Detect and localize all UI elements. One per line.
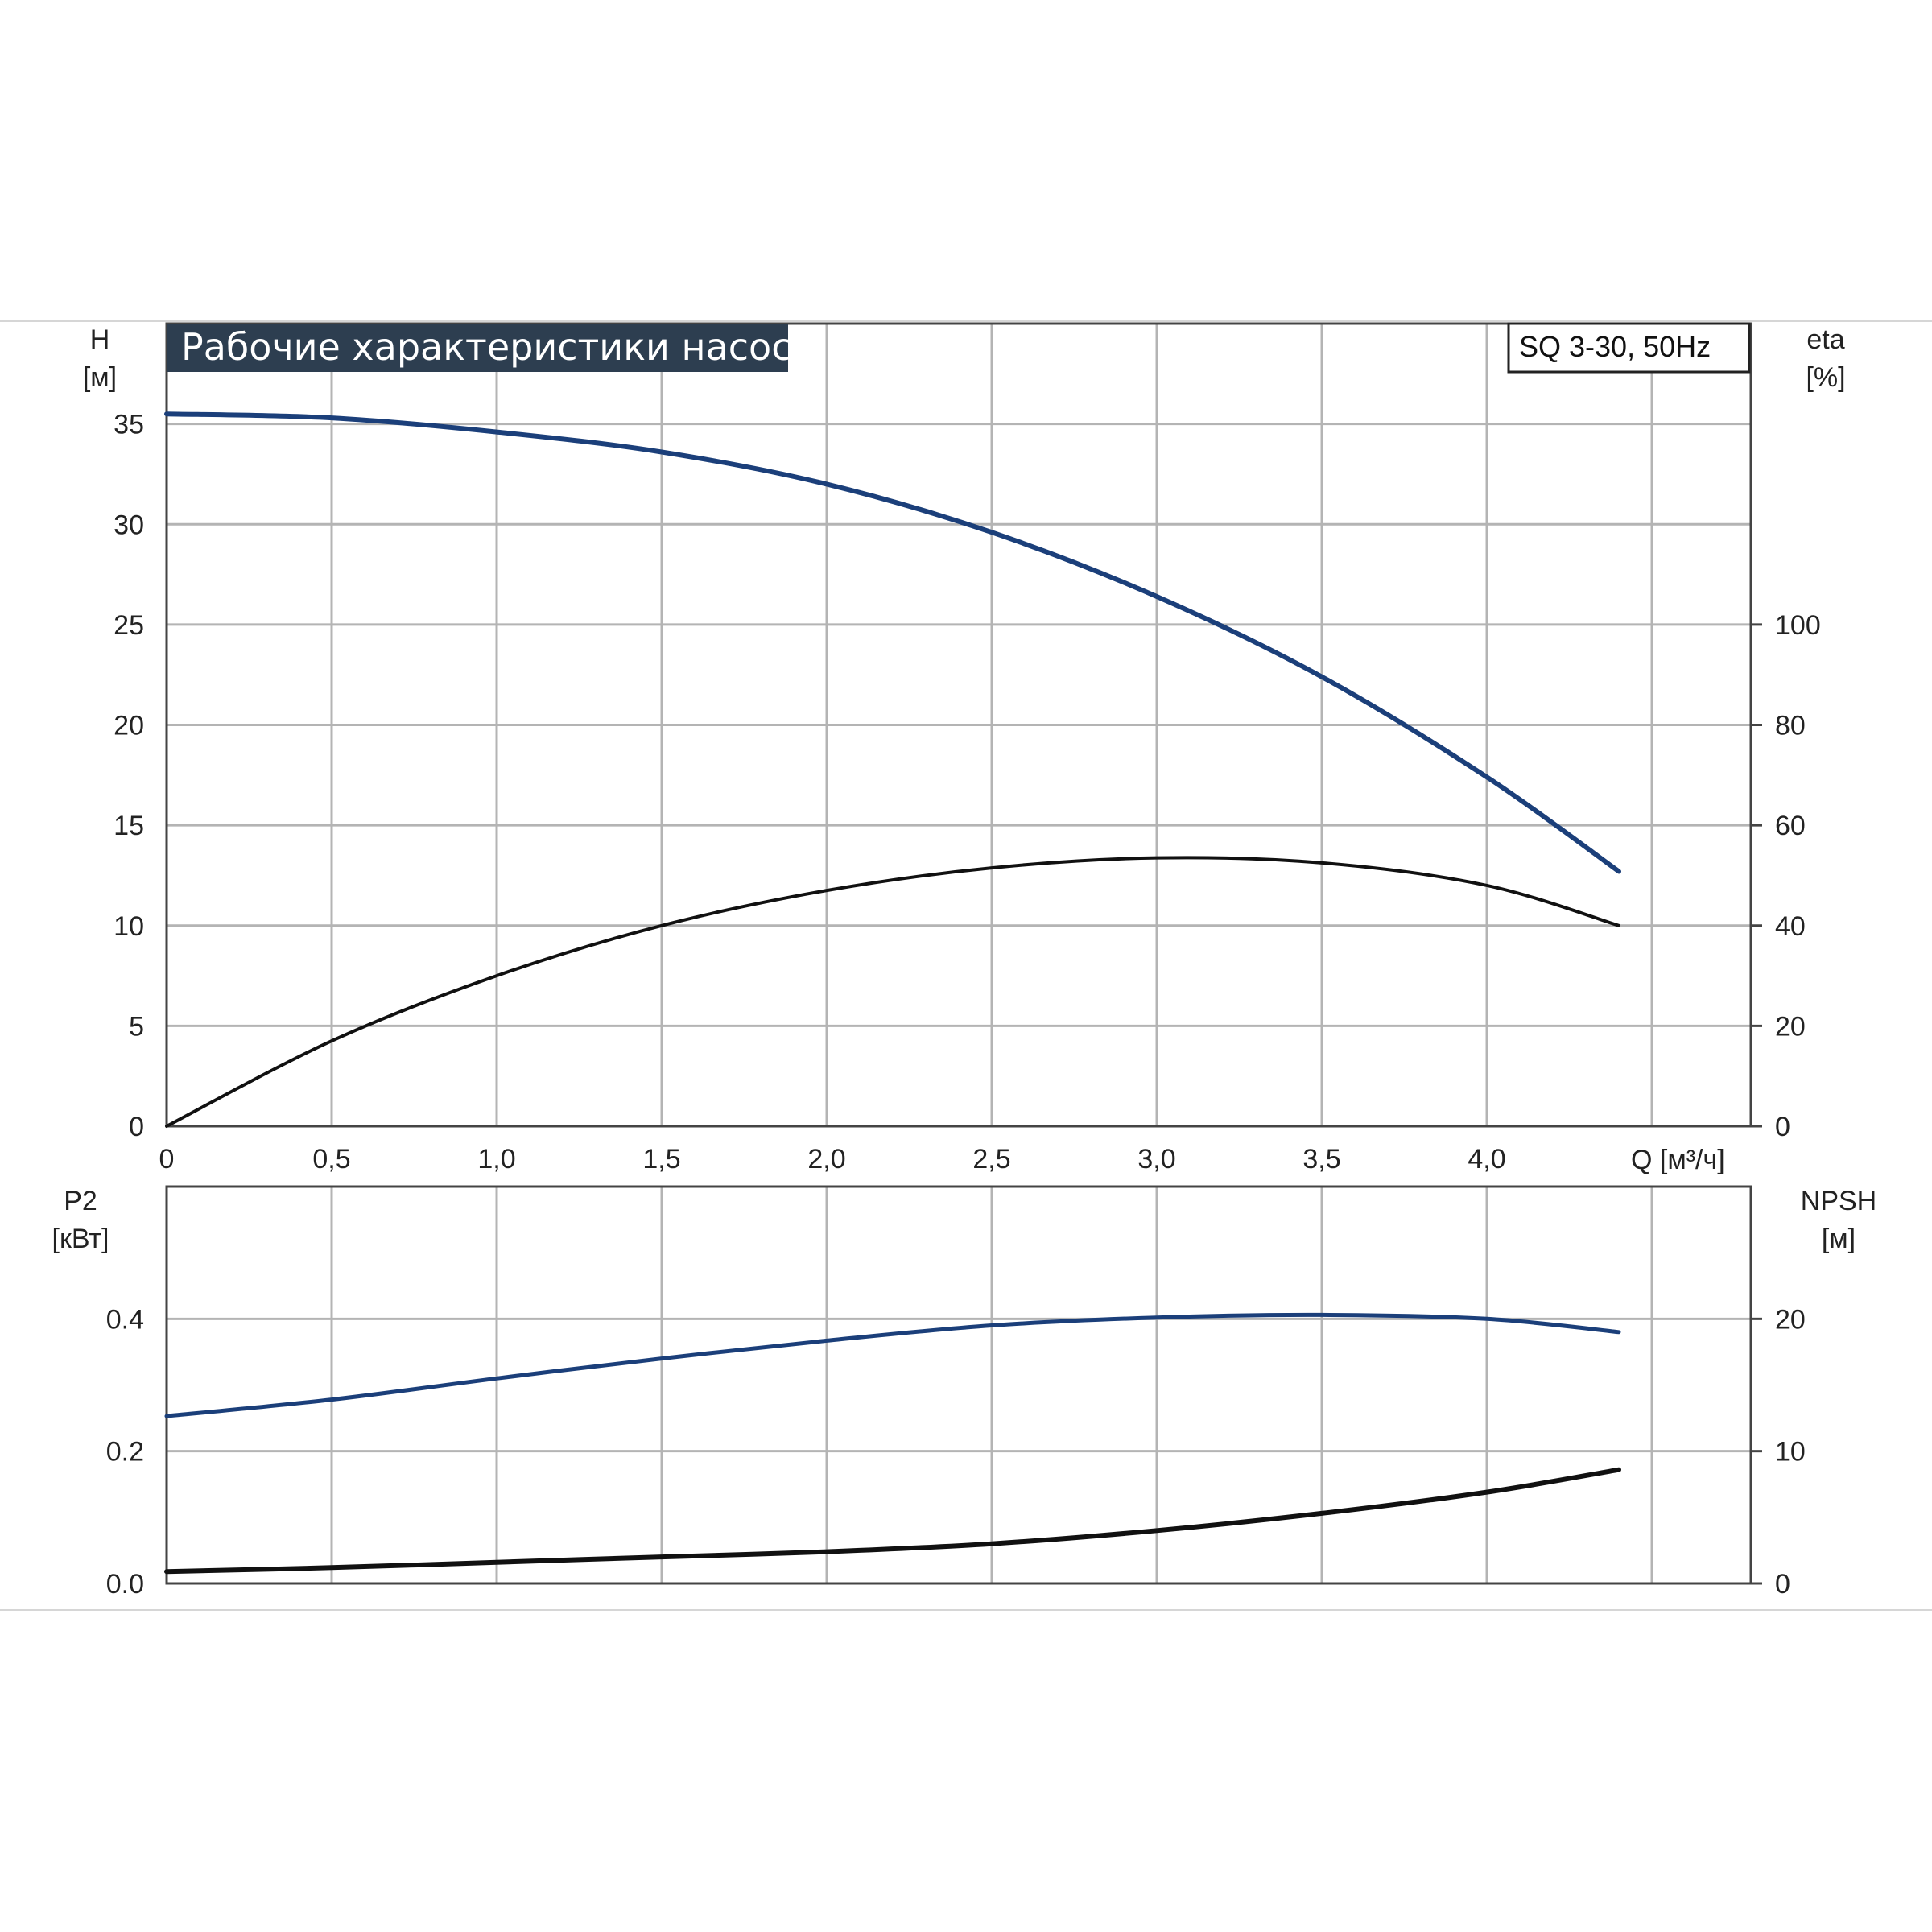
y-left-tick-label: 25 xyxy=(114,610,144,641)
x-tick-label: 0 xyxy=(159,1144,175,1174)
x-tick-label: 0,5 xyxy=(312,1144,350,1174)
y-left-tick-label: 10 xyxy=(114,911,144,942)
y-left-tick-label: 20 xyxy=(114,711,144,741)
x-tick-label: 3,0 xyxy=(1137,1144,1175,1174)
x-tick-label: 4,0 xyxy=(1468,1144,1505,1174)
x-tick-label: 3,5 xyxy=(1302,1144,1340,1174)
y-left-tick-label: 15 xyxy=(114,811,144,841)
y-left-tick-label: 0.2 xyxy=(106,1437,144,1468)
bottom-chart-tick-labels: 0.0 0.2 0.4 0 10 20 xyxy=(106,1304,1806,1600)
y-right-tick-label: 20 xyxy=(1775,1011,1806,1042)
y-right-tick-label: 100 xyxy=(1775,610,1821,641)
y-right-tick-label: 0 xyxy=(1775,1112,1790,1142)
chart-title-box xyxy=(167,324,788,372)
y-right-tick-label: 60 xyxy=(1775,811,1806,841)
y-right-unit-top: [%] xyxy=(1806,362,1845,393)
model-label: SQ 3-30, 50Hz xyxy=(1519,330,1711,363)
series-curve-1 xyxy=(164,1312,1621,1418)
chart-title: Рабочие характеристики насоса xyxy=(181,325,815,369)
top-chart-series xyxy=(164,411,1621,1128)
y-right-tick-label: 0 xyxy=(1775,1569,1790,1600)
series-curve-2 xyxy=(164,1467,1621,1575)
y-left-tick-label: 0.4 xyxy=(106,1304,144,1335)
y-left-unit-bottom: [кВт] xyxy=(52,1224,109,1254)
series-curve-2 xyxy=(165,856,1620,1128)
y-right-label-top: eta xyxy=(1806,324,1844,355)
x-tick-label: 1,5 xyxy=(642,1144,680,1174)
y-left-label-bottom: P2 xyxy=(64,1186,97,1216)
y-left-tick-label: 0.0 xyxy=(106,1569,144,1600)
y-right-unit-bottom: [м] xyxy=(1822,1224,1856,1254)
y-left-label-top: H xyxy=(90,324,110,355)
top-chart-tick-labels: 0 5 10 15 20 25 30 35 0 20 40 60 80 100 0 0,5 1,0 1,5 2,0 2… xyxy=(114,410,1821,1174)
x-tick-label: 1,0 xyxy=(477,1144,515,1174)
y-right-tick-label: 10 xyxy=(1775,1437,1806,1468)
y-left-tick-label: 35 xyxy=(114,410,144,440)
y-left-tick-label: 0 xyxy=(129,1112,144,1142)
y-left-unit-top: [м] xyxy=(83,362,117,393)
y-right-tick-label: 20 xyxy=(1775,1304,1806,1335)
series-curve-1 xyxy=(164,411,1621,874)
y-left-tick-label: 5 xyxy=(129,1011,144,1042)
top-chart-grid xyxy=(167,324,1751,1126)
x-tick-label: 2,0 xyxy=(807,1144,845,1174)
y-right-tick-label: 80 xyxy=(1775,711,1806,741)
bottom-chart-series xyxy=(164,1312,1621,1575)
y-right-tick-label: 40 xyxy=(1775,911,1806,942)
x-axis-label: Q [м³/ч] xyxy=(1631,1145,1725,1175)
model-label-box xyxy=(1507,322,1751,374)
x-tick-label: 2,5 xyxy=(972,1144,1010,1174)
y-right-label-bottom: NPSH xyxy=(1801,1186,1876,1216)
bottom-chart-grid xyxy=(167,1187,1751,1583)
y-left-tick-label: 30 xyxy=(114,510,144,540)
bottom-chart-frame xyxy=(165,1185,1752,1585)
